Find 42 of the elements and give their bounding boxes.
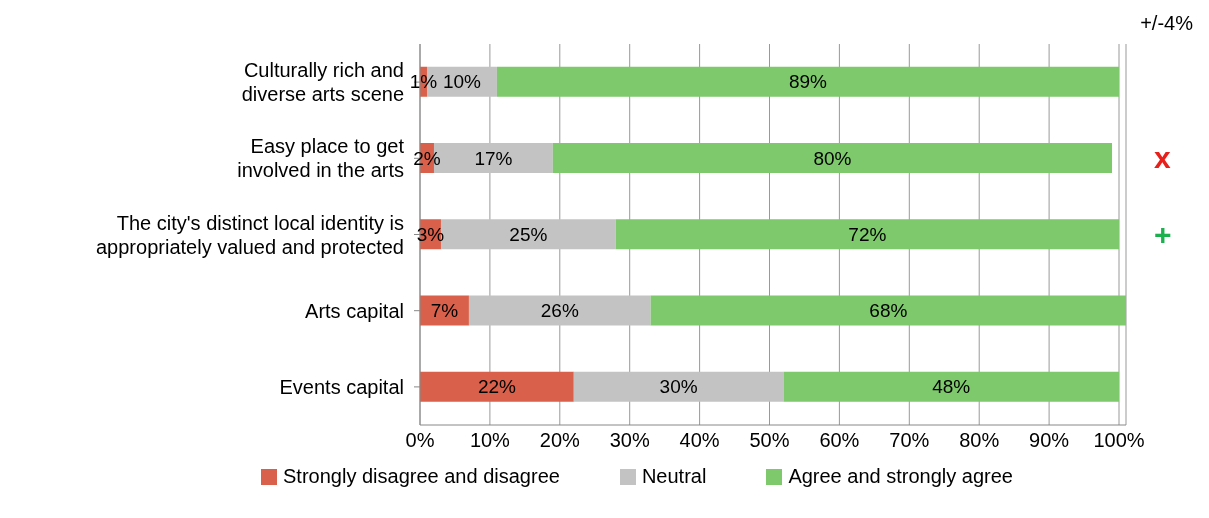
text: 30%: [659, 376, 698, 398]
x-tick-label: 100%: [1093, 429, 1145, 452]
bar: [650, 295, 1126, 326]
bar: [573, 371, 784, 402]
y-tick-label: Arts capital: [305, 299, 404, 322]
bar: [496, 66, 1120, 97]
legend-label: Strongly disagree and disagree: [282, 465, 560, 488]
x-tick-label: 20%: [539, 429, 581, 452]
bar: [420, 371, 574, 402]
text: 68%: [869, 299, 908, 321]
text: +: [1154, 216, 1172, 253]
text: x: [1154, 140, 1171, 177]
x-tick-label: 40%: [679, 429, 720, 452]
text: 26%: [540, 299, 579, 321]
text: 10%: [442, 71, 481, 93]
x-tick-label: 70%: [889, 429, 930, 452]
bar: [468, 295, 651, 326]
bar: [552, 143, 1113, 174]
legend-label: Neutral: [640, 465, 707, 488]
text: 72%: [848, 223, 887, 245]
x-tick-label: 30%: [609, 429, 650, 452]
x-tick-label: 50%: [749, 429, 790, 452]
text: +/-4%: [1140, 12, 1193, 35]
x-tick-label: 80%: [959, 429, 1000, 452]
legend-label: Agree and strongly agree: [787, 465, 1013, 488]
text: 22%: [477, 376, 516, 398]
x-tick-label: 0%: [405, 429, 435, 452]
y-tick-label: Events capital: [279, 375, 404, 398]
text: 89%: [788, 71, 827, 93]
text: 7%: [430, 299, 459, 321]
text: 48%: [932, 376, 971, 398]
x-tick-label: 90%: [1029, 429, 1070, 452]
text: 17%: [474, 147, 513, 169]
y-tick-label: Easy place to get involved in the arts: [237, 135, 405, 182]
y-tick-label: The city's distinct local identity is appropriately valued and protected: [96, 211, 404, 258]
text: 80%: [813, 147, 852, 169]
x-tick-label: 10%: [469, 429, 511, 452]
y-tick-label: Culturally rich and diverse arts scene: [241, 59, 404, 106]
x-tick-label: 60%: [819, 429, 860, 452]
bar: [615, 219, 1120, 250]
text: 25%: [509, 223, 548, 245]
bar: [783, 371, 1120, 402]
